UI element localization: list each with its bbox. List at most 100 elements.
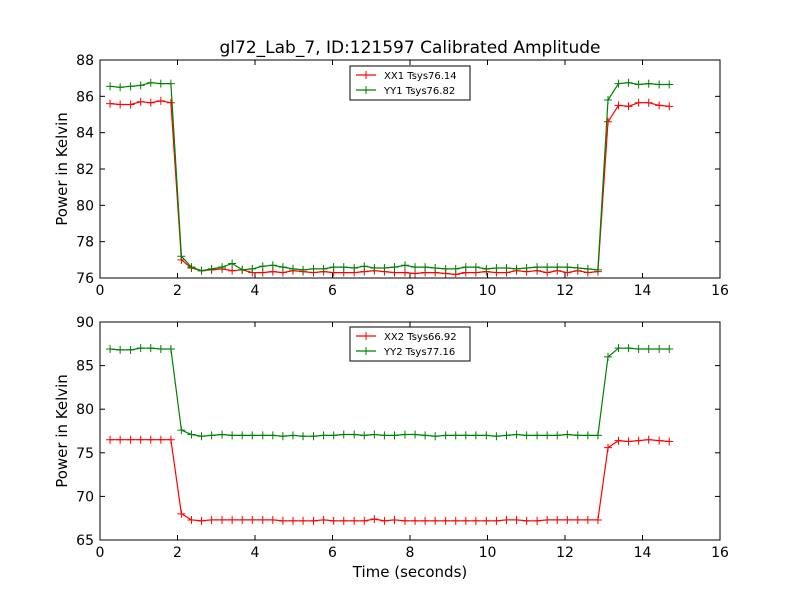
data-point bbox=[309, 432, 318, 441]
data-point bbox=[634, 345, 643, 354]
data-point bbox=[593, 515, 602, 524]
data-point bbox=[522, 431, 531, 440]
data-point bbox=[593, 265, 602, 274]
data-point bbox=[573, 431, 582, 440]
data-point bbox=[360, 516, 369, 525]
data-point bbox=[116, 100, 125, 109]
data-point bbox=[583, 515, 592, 524]
x-tick-label: 16 bbox=[711, 545, 729, 561]
data-point bbox=[268, 515, 277, 524]
data-point bbox=[238, 265, 247, 274]
data-point bbox=[431, 264, 440, 273]
data-point bbox=[228, 515, 237, 524]
data-point bbox=[655, 436, 664, 445]
data-point bbox=[187, 515, 196, 524]
data-point bbox=[665, 345, 674, 354]
data-point bbox=[624, 102, 633, 111]
data-point bbox=[512, 515, 521, 524]
data-point bbox=[248, 431, 257, 440]
x-tick-label: 14 bbox=[634, 545, 652, 561]
y-tick-label: 80 bbox=[76, 402, 94, 418]
data-point bbox=[665, 80, 674, 89]
data-point bbox=[126, 82, 135, 91]
data-point bbox=[492, 432, 501, 441]
x-tick-label: 0 bbox=[96, 283, 105, 299]
data-point bbox=[136, 81, 145, 90]
data-point bbox=[319, 264, 328, 273]
data-point bbox=[299, 432, 308, 441]
series-2 bbox=[106, 78, 674, 275]
data-point bbox=[106, 435, 115, 444]
data-point bbox=[136, 435, 145, 444]
data-point bbox=[339, 430, 348, 439]
data-point bbox=[644, 435, 653, 444]
data-point bbox=[644, 79, 653, 88]
data-point bbox=[482, 516, 491, 525]
data-point bbox=[461, 431, 470, 440]
data-point bbox=[106, 345, 115, 354]
data-point bbox=[339, 263, 348, 272]
x-tick-label: 2 bbox=[173, 545, 182, 561]
y-tick-label: 80 bbox=[76, 198, 94, 214]
legend-label: XX2 Tsys66.92 bbox=[384, 332, 457, 343]
data-point bbox=[207, 264, 216, 273]
legend: XX1 Tsys76.14 YY1 Tsys76.82 bbox=[349, 65, 471, 101]
data-point bbox=[146, 78, 155, 87]
data-point bbox=[370, 430, 379, 439]
chart-title: gl72_Lab_7, ID:121597 Calibrated Amplitu… bbox=[220, 38, 601, 58]
data-point bbox=[380, 516, 389, 525]
data-point bbox=[634, 436, 643, 445]
data-point bbox=[665, 437, 674, 446]
data-point bbox=[421, 431, 430, 440]
data-point bbox=[400, 261, 409, 270]
data-point bbox=[553, 263, 562, 272]
x-axis-label: Time (seconds) bbox=[352, 563, 468, 581]
data-point bbox=[218, 515, 227, 524]
data-point bbox=[187, 263, 196, 272]
y-tick-label: 84 bbox=[76, 126, 94, 142]
legend-swatch-marker bbox=[362, 332, 370, 340]
data-point bbox=[329, 263, 338, 272]
data-point bbox=[258, 515, 267, 524]
data-point bbox=[431, 432, 440, 441]
x-tick-label: 8 bbox=[406, 545, 415, 561]
legend-box bbox=[349, 65, 471, 101]
data-point bbox=[451, 431, 460, 440]
data-point bbox=[207, 431, 216, 440]
data-point bbox=[522, 516, 531, 525]
data-point bbox=[258, 262, 267, 271]
data-point bbox=[553, 515, 562, 524]
data-point bbox=[116, 83, 125, 92]
data-point bbox=[533, 263, 542, 272]
data-point bbox=[583, 264, 592, 273]
data-point bbox=[543, 263, 552, 272]
data-point bbox=[278, 516, 287, 525]
data-point bbox=[177, 509, 186, 518]
data-point bbox=[593, 431, 602, 440]
data-point bbox=[339, 516, 348, 525]
data-point bbox=[166, 79, 175, 88]
data-point bbox=[604, 443, 613, 452]
data-point bbox=[482, 264, 491, 273]
data-point bbox=[441, 264, 450, 273]
data-point bbox=[156, 435, 165, 444]
x-tick-label: 0 bbox=[96, 545, 105, 561]
y-axis-label: Power in Kelvin bbox=[53, 374, 71, 488]
data-point bbox=[543, 515, 552, 524]
y-tick-label: 82 bbox=[76, 162, 94, 178]
data-point bbox=[268, 431, 277, 440]
data-point bbox=[116, 435, 125, 444]
data-point bbox=[655, 345, 664, 354]
data-point bbox=[502, 264, 511, 273]
data-point bbox=[288, 264, 297, 273]
data-point bbox=[380, 431, 389, 440]
data-point bbox=[156, 96, 165, 105]
data-point bbox=[471, 431, 480, 440]
data-point bbox=[278, 432, 287, 441]
data-point bbox=[299, 516, 308, 525]
data-point bbox=[177, 426, 186, 435]
x-tick-label: 16 bbox=[711, 283, 729, 299]
data-point bbox=[360, 431, 369, 440]
data-point bbox=[248, 264, 257, 273]
data-point bbox=[136, 344, 145, 353]
